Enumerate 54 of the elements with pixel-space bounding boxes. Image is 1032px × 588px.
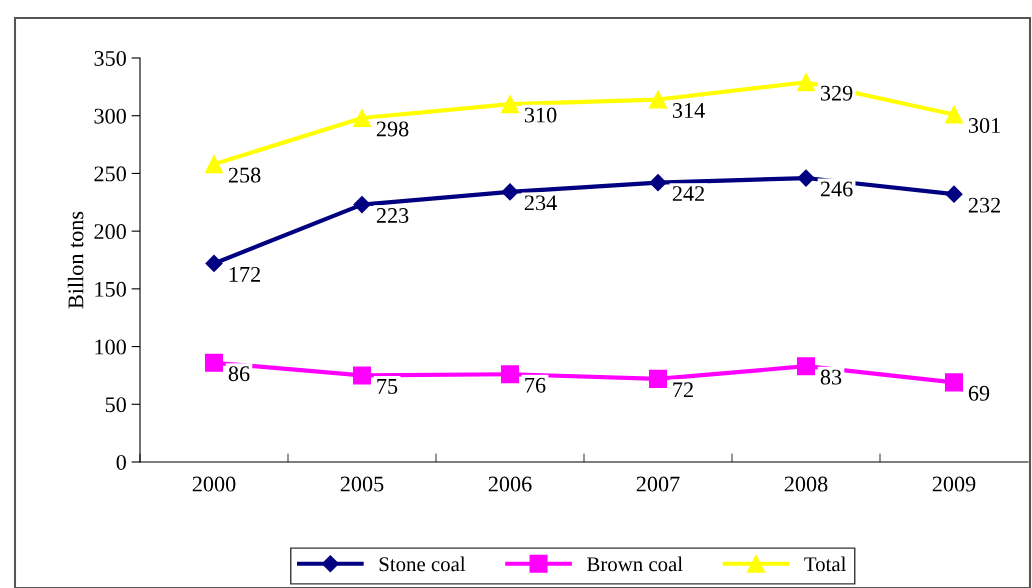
data-label: 69 <box>968 385 990 401</box>
legend-label: Brown coal <box>587 556 683 572</box>
point <box>796 73 816 92</box>
point <box>204 353 224 372</box>
point <box>205 254 223 273</box>
data-label: 232 <box>968 197 1000 213</box>
point <box>353 196 371 214</box>
data-label: 301 <box>968 117 1000 133</box>
point <box>648 369 668 388</box>
data-label: 314 <box>672 103 705 118</box>
x-tick-label: 2008 <box>784 476 828 492</box>
data-label: 76 <box>525 377 546 393</box>
data-label: 258 <box>228 167 261 183</box>
data-label: 234 <box>524 195 557 211</box>
point <box>945 185 963 203</box>
legend-label: Stone coal <box>379 556 466 572</box>
data-label: 329 <box>820 85 853 101</box>
data-label: 242 <box>672 186 704 201</box>
point <box>352 366 372 385</box>
y-axis-title: Billon tons <box>67 211 84 309</box>
point <box>944 373 964 392</box>
y-tick-label: 50 <box>105 397 126 413</box>
data-label: 83 <box>820 369 842 385</box>
data-label: 310 <box>524 107 557 123</box>
point <box>352 108 372 128</box>
y-tick-label: 0 <box>116 454 126 470</box>
data-label: 72 <box>673 382 693 398</box>
y-tick-label: 300 <box>94 108 126 124</box>
point <box>648 90 668 109</box>
point <box>796 357 816 376</box>
y-tick-label: 350 <box>94 50 126 66</box>
data-label: 298 <box>376 121 409 137</box>
x-tick-label: 2005 <box>340 476 384 492</box>
data-label: 86 <box>228 366 250 382</box>
y-tick-label: 200 <box>94 224 126 240</box>
point <box>500 95 520 114</box>
legend-label: Total <box>804 556 847 572</box>
x-tick-label: 2007 <box>636 476 680 492</box>
point <box>500 365 520 384</box>
x-tick-label: 2006 <box>488 476 532 492</box>
point <box>501 183 519 201</box>
point <box>204 155 224 174</box>
data-label: 172 <box>229 266 260 282</box>
data-label: 246 <box>820 181 853 197</box>
point <box>944 105 964 124</box>
y-tick-label: 150 <box>95 281 126 297</box>
y-tick-label: 100 <box>95 339 126 355</box>
point <box>649 174 667 192</box>
y-tick-label: 250 <box>94 166 126 182</box>
x-tick-label: 2009 <box>932 476 976 492</box>
data-label: 75 <box>377 379 398 394</box>
point <box>797 169 815 187</box>
x-tick-label: 2000 <box>192 476 236 492</box>
data-label: 223 <box>376 208 409 224</box>
